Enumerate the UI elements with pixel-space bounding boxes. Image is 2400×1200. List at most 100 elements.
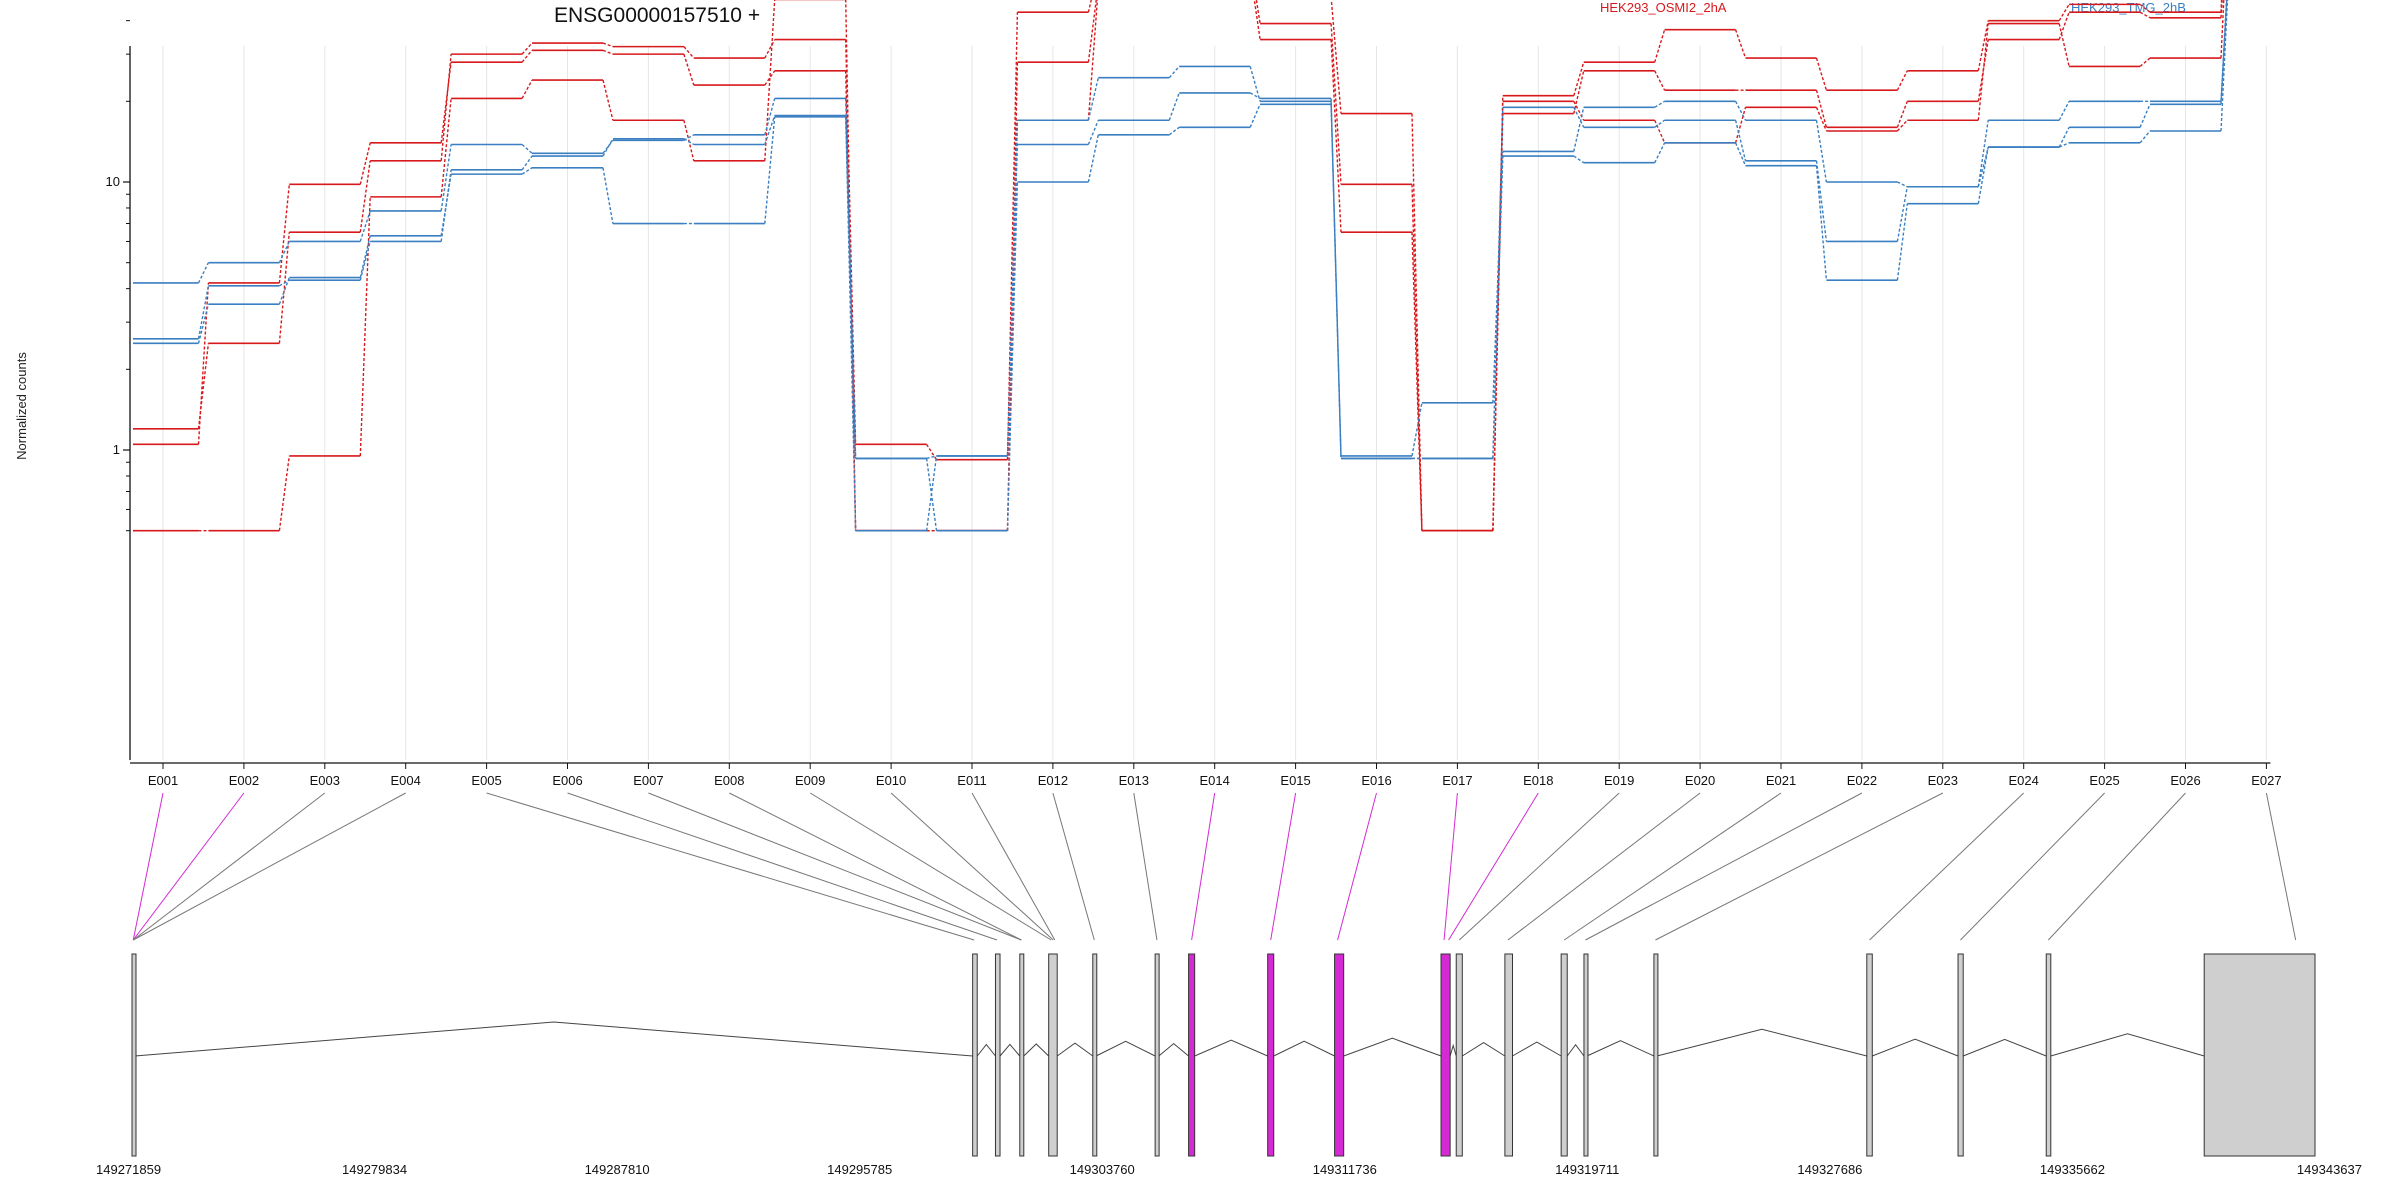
series-6-transition [197, 304, 210, 344]
exon-19 [2045, 953, 2052, 1157]
series-3-transition [1815, 107, 1828, 132]
series-5-transition [1168, 92, 1180, 121]
series-5-transition [197, 285, 210, 339]
series-5-transition [1249, 92, 1261, 100]
intron-9 [1273, 1040, 1335, 1057]
series-6-transition [1330, 104, 1342, 459]
x-tick-label-e021: E021 [1766, 773, 1796, 788]
connector-e022 [1585, 792, 1863, 941]
series-6-transition [440, 174, 452, 236]
intron-11 [1449, 1043, 1457, 1057]
intron-13 [1512, 1041, 1562, 1057]
series-6-transition [1087, 134, 1099, 183]
series-2-transition [197, 282, 210, 445]
series-6-transition [521, 167, 533, 175]
series-1-transition [1734, 29, 1747, 59]
series-1-transition [1654, 29, 1666, 63]
series-6-transition [2058, 142, 2070, 148]
series-6-transition [845, 116, 857, 459]
series-6-transition [1896, 203, 1908, 281]
series-4-transition [197, 262, 210, 284]
series-2-transition [2139, 11, 2151, 19]
series-1-transition [1573, 61, 1585, 96]
series-2 [133, 0, 2223, 532]
intron-8 [1194, 1039, 1268, 1057]
connector-e025 [1960, 792, 2105, 941]
series-6-transition [764, 116, 776, 224]
exon-16 [1653, 953, 1659, 1157]
series-3-transition [440, 98, 452, 197]
series-5-transition [1977, 146, 1989, 187]
series-1-transition [764, 39, 776, 59]
x-tick-label-e001: E001 [148, 773, 178, 788]
series-3-transition [2058, 23, 2070, 67]
bin-connectors [132, 792, 2297, 941]
coord-label-6: 149311736 [1313, 1162, 1377, 1177]
connector-e021 [1563, 792, 1782, 941]
series-1-transition [2058, 4, 2070, 22]
series-5-transition [764, 115, 776, 145]
connector-e002 [132, 792, 245, 941]
series-5-transition [359, 241, 371, 281]
series-2-transition [602, 49, 614, 55]
series-5-transition [1815, 160, 1828, 242]
connector-e012 [1052, 792, 1095, 941]
series-1-transition [1087, 0, 1092, 13]
series-4-transition [1411, 402, 1423, 457]
exon-7 [1154, 953, 1160, 1157]
exon-18 [1957, 953, 1964, 1157]
series-1-transition [197, 343, 210, 429]
series-4-transition [1897, 181, 1908, 188]
series-5-transition [279, 279, 290, 287]
exon-13 [1504, 953, 1513, 1157]
series-5-transition [2058, 126, 2070, 148]
series-1-transition [1896, 70, 1908, 91]
intron-3 [999, 1043, 1021, 1057]
connector-e009 [809, 792, 1052, 941]
series-3-transition [278, 455, 290, 531]
x-tick-label-e002: E002 [229, 773, 259, 788]
series-3-transition [764, 0, 776, 161]
series-4-transition [1977, 120, 1989, 187]
series-3-transition [1896, 119, 1908, 132]
x-tick-label-e003: E003 [310, 773, 340, 788]
series-3-transition [2139, 57, 2151, 67]
exon-4 [1019, 953, 1025, 1157]
series-3-transition [1734, 107, 1747, 144]
connector-e020 [1507, 792, 1701, 941]
intron-18 [1963, 1038, 2047, 1057]
series-5-transition [1330, 98, 1342, 459]
series-2-transition [2058, 11, 2070, 40]
intron-15 [1586, 1040, 1655, 1057]
gene-model-track [131, 953, 2316, 1157]
series-4-transition [602, 139, 614, 154]
series-2-transition [1654, 70, 1666, 91]
x-tick-label-e026: E026 [2170, 773, 2200, 788]
series-3-transition [359, 196, 371, 456]
coord-label-3: 149287810 [585, 1162, 650, 1177]
series-1-transition [1815, 57, 1828, 91]
x-tick-label-e027: E027 [2251, 773, 2281, 788]
intron-17 [1872, 1038, 1959, 1057]
intron-16 [1656, 1028, 1867, 1057]
series-6-transition [1573, 155, 1585, 164]
x-tick-label-e023: E023 [1928, 773, 1958, 788]
series-2-transition [440, 62, 452, 143]
connector-e013 [1133, 792, 1158, 941]
series-4-transition [521, 143, 533, 154]
series-2-transition [683, 53, 695, 86]
series-6-transition [1249, 103, 1261, 128]
series-2-transition [1411, 184, 1423, 531]
series-5-transition [683, 138, 695, 146]
series-6-transition [359, 235, 371, 278]
series-4-transition [359, 210, 371, 242]
x-axis: E001 E002 E003 E004 E005 E006 E007 E008 E009 E010… [130, 762, 2282, 788]
connector-e026 [2048, 792, 2186, 941]
series-4-transition [440, 144, 452, 212]
x-tick-label-e004: E004 [391, 773, 421, 788]
connector-e008 [729, 792, 1022, 941]
connector-e023 [1655, 792, 1944, 941]
series-4-transition [1249, 66, 1261, 102]
series-1-transition [1006, 12, 1019, 460]
series-1-transition [521, 42, 533, 55]
